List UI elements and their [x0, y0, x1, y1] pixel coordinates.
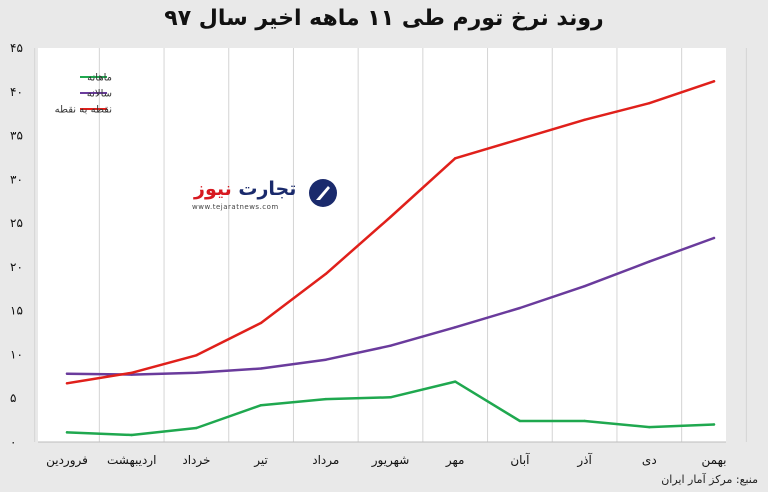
legend: ماهانه سالانه نقطه به نقطه — [55, 73, 112, 116]
data-point — [324, 272, 327, 276]
legend-label: سالانه — [87, 89, 112, 100]
legend-label: ماهانه — [87, 73, 112, 84]
y-tick-label: ۵ — [10, 391, 16, 405]
data-point — [518, 419, 522, 423]
data-point — [130, 371, 133, 375]
data-point — [65, 382, 69, 385]
data-point — [583, 118, 586, 121]
logo-wordmark: تجارت نیوز — [194, 178, 296, 200]
legend-label: نقطه به نقطه — [55, 105, 112, 116]
data-point — [454, 380, 457, 383]
data-point — [712, 236, 716, 240]
y-tick-label: ۲۰ — [10, 260, 23, 274]
plot-area — [38, 48, 726, 442]
data-point — [648, 260, 651, 263]
tejaratnews-logo-icon — [309, 179, 337, 207]
data-point — [195, 354, 198, 357]
data-point — [324, 358, 327, 361]
data-point — [648, 425, 651, 429]
data-point — [583, 284, 586, 288]
data-point — [583, 419, 586, 423]
x-tick-label: تیر — [253, 453, 268, 468]
data-point — [454, 157, 457, 160]
x-tick-label: بهمن — [702, 453, 727, 468]
series — [65, 80, 716, 437]
chart-title: روند نرخ تورم طی ۱۱ ماهه اخیر سال ۹۷ — [164, 6, 604, 31]
x-tick-label: آبان — [510, 452, 530, 467]
x-tick-label: آذر — [576, 452, 592, 468]
data-point — [389, 344, 392, 347]
x-tick-label: فروردین — [46, 453, 88, 468]
logo-name-accent: نیوز — [194, 178, 232, 200]
y-tick-label: ۰ — [10, 435, 16, 449]
data-point — [389, 215, 392, 219]
x-tick-label: شهریور — [371, 453, 410, 468]
data-point — [518, 306, 522, 310]
data-point — [130, 433, 133, 437]
data-point — [259, 404, 263, 407]
y-tick-label: ۴۰ — [10, 85, 23, 99]
data-point — [195, 371, 198, 375]
x-tick-label: مرداد — [312, 453, 339, 468]
data-point — [65, 372, 69, 375]
x-tick-label: خرداد — [182, 453, 210, 468]
data-point — [259, 321, 263, 325]
x-tick-label: مهر — [445, 453, 465, 468]
data-point — [259, 367, 263, 370]
data-point — [195, 426, 198, 430]
tejaratnews-logo: تجارت نیوز www.tejaratnews.com — [188, 176, 342, 216]
x-tick-label: اردیبهشت — [107, 453, 156, 468]
data-point — [712, 80, 716, 83]
y-tick-label: ۴۵ — [10, 41, 23, 55]
data-point — [712, 423, 716, 426]
source-note: منبع: مرکز آمار ایران — [661, 473, 758, 486]
logo-name-main: تجارت — [238, 178, 297, 200]
axes: ۰ ۵ ۱۰ ۱۵ ۲۰ ۲۵ ۳۰ ۳۵ ۴۰ ۴۵ فروردین اردیبهشت خرداد تی… — [10, 41, 726, 468]
y-tick-label: ۳۵ — [10, 129, 23, 143]
y-tick-label: ۳۰ — [10, 172, 23, 186]
data-point — [389, 396, 392, 399]
data-point — [648, 101, 651, 105]
logo-url: www.tejaratnews.com — [192, 203, 279, 211]
data-point — [518, 137, 522, 141]
y-tick-label: ۱۰ — [10, 347, 23, 361]
data-point — [324, 397, 327, 401]
data-point — [65, 431, 69, 434]
y-tick-label: ۱۵ — [10, 304, 23, 318]
y-tick-label: ۲۵ — [10, 216, 23, 230]
data-point — [454, 326, 457, 329]
x-tick-label: دی — [642, 453, 657, 467]
